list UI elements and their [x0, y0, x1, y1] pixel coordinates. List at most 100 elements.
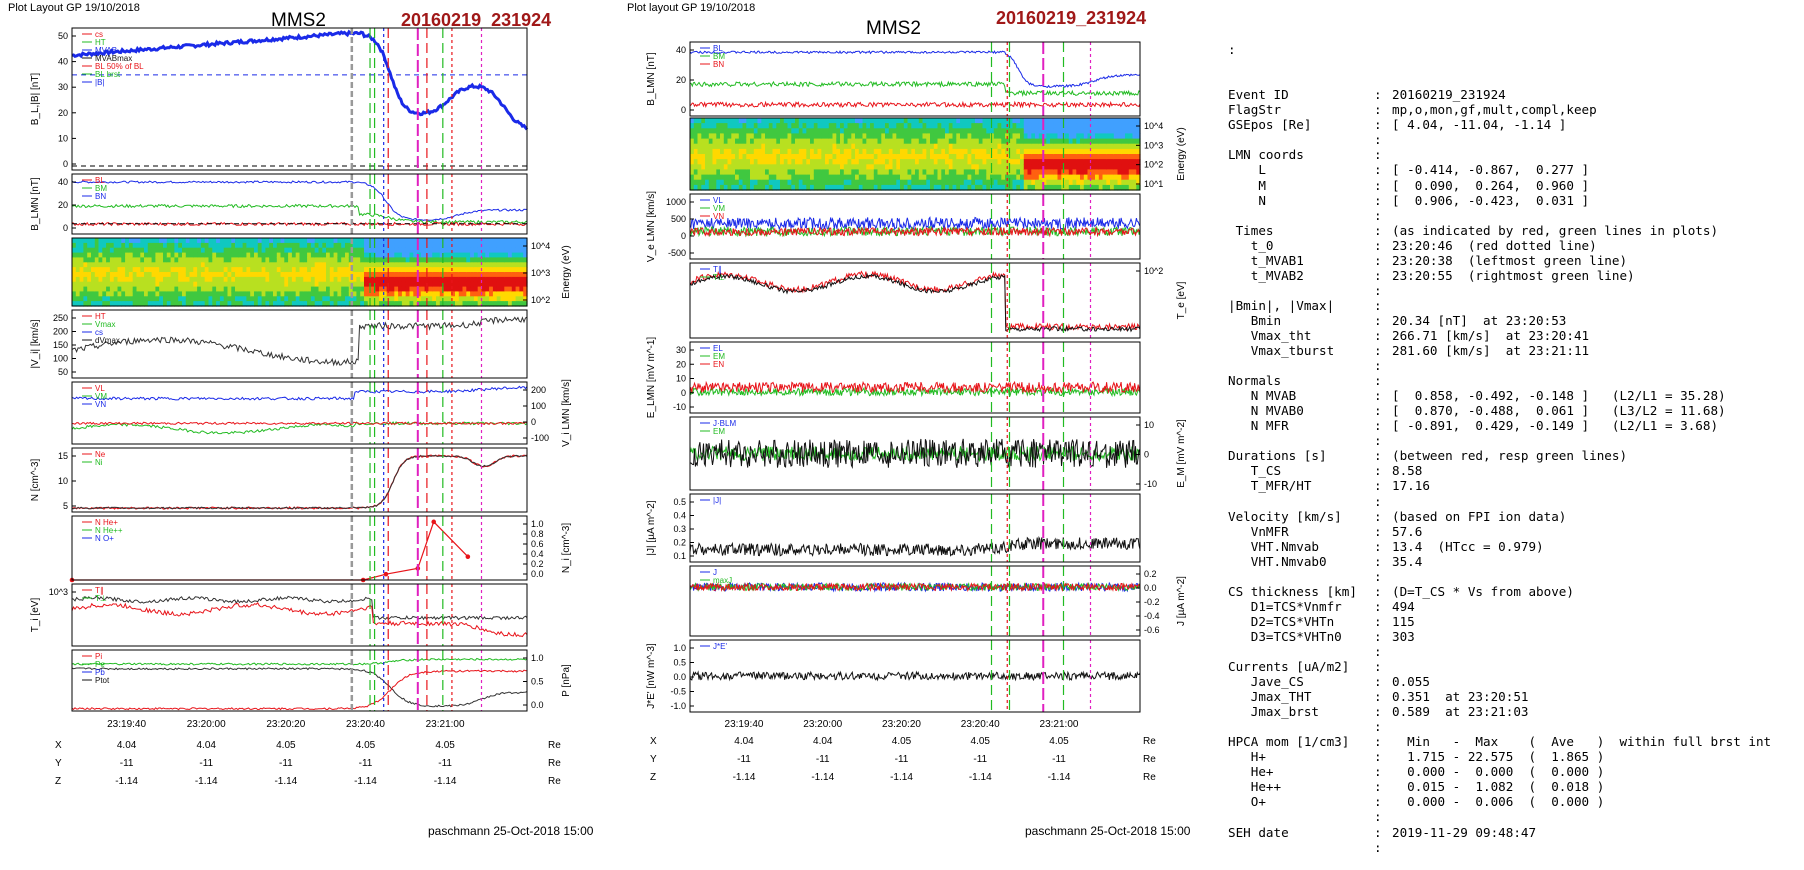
spectrogram-cell: [1113, 123, 1119, 129]
y-tick-label: 0: [681, 231, 686, 241]
spectrogram-cell: [159, 267, 164, 273]
spectrogram-cell: [523, 276, 528, 283]
spectrogram-cell: [481, 247, 486, 254]
spectrogram-cell: [473, 281, 479, 288]
spectrogram-cell: [102, 301, 107, 307]
spectrogram-cell: [776, 164, 781, 170]
spectrogram-cell: [322, 281, 327, 288]
spectrogram-cell: [768, 128, 774, 134]
spectrogram-cell: [508, 257, 513, 263]
spectrogram-cell: [772, 174, 777, 181]
spectrogram-cell: [401, 286, 407, 293]
spectrogram-cell: [91, 281, 96, 288]
spectrogram-cell: [432, 267, 437, 273]
spectrogram-cell: [174, 247, 179, 254]
spectrogram-cell: [888, 169, 894, 176]
spectrogram-cell: [94, 272, 100, 278]
spectrogram-cell: [993, 118, 999, 124]
legend-label: dVmax: [95, 336, 120, 345]
spectrogram-cell: [1035, 174, 1040, 181]
spectrogram-cell: [125, 286, 130, 293]
spectrogram-cell: [231, 272, 236, 278]
spectrogram-cell: [817, 159, 822, 165]
y-axis-label: T_i [eV]: [30, 598, 41, 633]
spectrogram-cell: [843, 118, 849, 124]
spectrogram-cell: [439, 281, 445, 288]
spectrogram-cell: [787, 123, 792, 129]
spectrogram-cell: [873, 174, 879, 181]
spectrogram-cell: [303, 238, 308, 244]
spectrogram-cell: [462, 301, 467, 307]
info-key: Times: [1228, 222, 1274, 238]
spectrogram-cell: [132, 247, 138, 254]
spectrogram-cell: [318, 252, 323, 259]
spectrogram-cell: [1020, 133, 1025, 140]
spectrogram-cell: [379, 281, 384, 288]
spectrogram-cell: [333, 262, 338, 268]
spectrogram-cell: [318, 257, 323, 263]
spectrogram-cell: [508, 252, 513, 259]
spectrogram-cell: [178, 291, 183, 297]
spectrogram-cell: [144, 281, 149, 288]
spectrogram-cell: [284, 247, 289, 254]
spectrogram-cell: [705, 138, 710, 145]
spectrogram-cell: [780, 174, 785, 181]
spectrogram-cell: [1117, 179, 1122, 186]
spectrogram-cell: [817, 118, 822, 124]
spectrogram-cell: [94, 291, 100, 297]
spectrogram-cell: [197, 272, 202, 278]
spectrogram-cell: [1068, 154, 1074, 160]
spectrogram-cell: [216, 252, 221, 259]
spectrogram-cell: [345, 247, 350, 254]
spectrogram-cell: [1016, 133, 1021, 140]
spectrogram-cell: [72, 291, 77, 297]
spectrogram-cell: [738, 123, 744, 129]
spectrogram-cell: [492, 281, 498, 288]
spectrogram-cell: [1035, 154, 1040, 160]
spectrogram-cell: [420, 291, 426, 297]
spectrogram-cell: [1102, 159, 1107, 165]
spectrogram-cell: [1065, 179, 1070, 186]
spectrogram-cell: [197, 291, 202, 297]
spectrogram-cell: [212, 242, 217, 249]
spectrogram-cell: [485, 296, 490, 302]
spectrogram-cell: [813, 148, 819, 155]
spectrogram-cell: [941, 159, 946, 165]
info-key: D1=TCS*Vnmfr: [1228, 598, 1342, 614]
spectrogram-cell: [956, 164, 961, 170]
info-value: 23:20:46 (red dotted line): [1392, 237, 1597, 253]
spectrogram-cell: [1128, 154, 1134, 160]
spectrogram-cell: [303, 267, 308, 273]
spectrogram-cell: [170, 238, 175, 244]
spectrogram-cell: [212, 276, 217, 283]
spectrogram-cell: [1065, 143, 1070, 150]
spectrogram-cell: [881, 164, 886, 170]
spectrogram-cell: [723, 143, 729, 150]
spectrogram-cell: [356, 291, 361, 297]
spectrogram-cell: [307, 242, 312, 249]
spectrogram-cell: [299, 267, 304, 273]
spectrogram-cell: [75, 238, 81, 244]
left-panel-frame: [71, 27, 528, 171]
spectrogram-cell: [1042, 138, 1047, 145]
info-colon: :: [1374, 327, 1382, 343]
info-colon: :: [1374, 102, 1382, 118]
spectrogram-cell: [140, 296, 145, 302]
spectrogram-cell: [326, 252, 331, 259]
spectrogram-cell: [742, 138, 747, 145]
spectrogram-cell: [1091, 143, 1096, 150]
spectrogram-cell: [519, 257, 524, 263]
info-colon: :: [1374, 147, 1382, 163]
spectrogram-cell: [208, 291, 213, 297]
spectrogram-cell: [371, 267, 376, 273]
spectrogram-cell: [223, 257, 229, 263]
spectrogram-cell: [1068, 148, 1074, 155]
info-row: t_MVAB2:23:20:55 (rightmost green line): [1228, 268, 1771, 283]
spectrogram-cell: [1046, 164, 1051, 170]
spectrogram-cell: [413, 257, 418, 263]
spectrogram-cell: [772, 159, 777, 165]
spectrogram-cell: [223, 286, 229, 293]
info-value: 13.4 (HTcc = 0.979): [1392, 538, 1544, 554]
spectrogram-cell: [765, 154, 770, 160]
spectrogram-cell: [941, 133, 946, 140]
